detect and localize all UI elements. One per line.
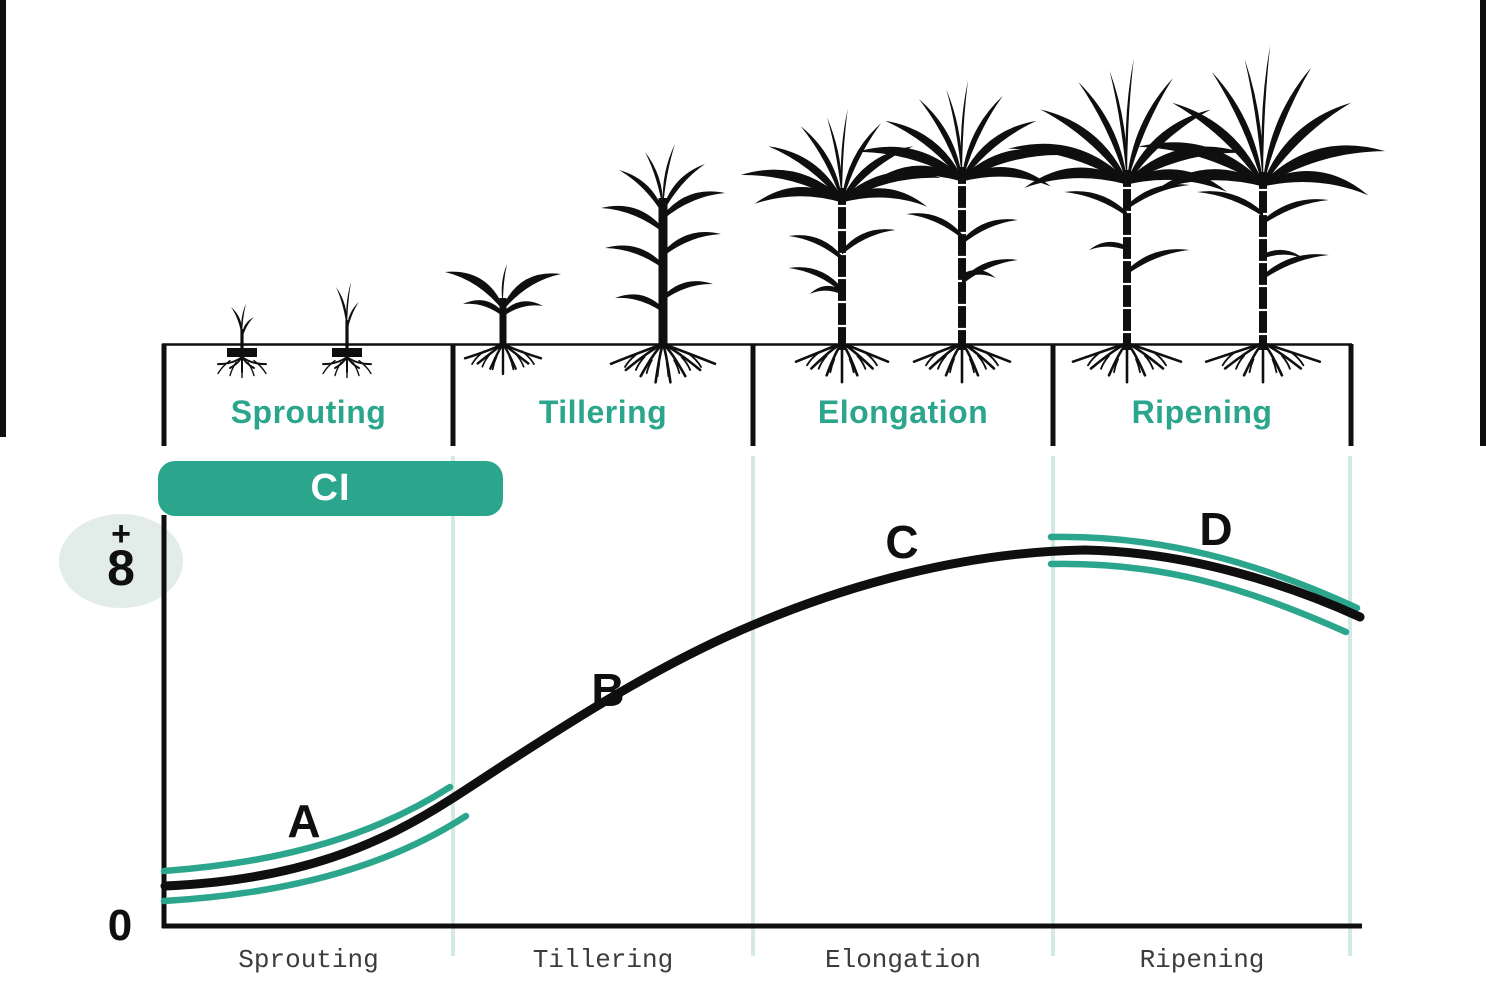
curve-segment-letter-d: D xyxy=(1199,503,1233,555)
chart-axes xyxy=(161,515,1362,929)
x-axis-label-tillering: Tillering xyxy=(532,945,674,975)
teal-accent-a-lower xyxy=(160,812,470,905)
tillering-plant-1-illustration xyxy=(445,264,561,376)
stage-gridlines xyxy=(451,456,1352,956)
y-axis-max-value: 8 xyxy=(107,540,135,596)
teal-accent-d-lower xyxy=(1047,560,1350,636)
sprouting-seedling-2-illustration xyxy=(322,282,372,379)
ci-badge: CI xyxy=(158,461,503,516)
y-axis-plus-sign: + xyxy=(111,515,131,553)
stage-label-sprouting: Sprouting xyxy=(230,394,387,430)
stage-label-ripening: Ripening xyxy=(1131,394,1273,430)
y-axis-origin-label: 0 xyxy=(107,901,133,950)
stage-label-tillering: Tillering xyxy=(538,394,668,430)
stage-label-elongation: Elongation xyxy=(817,394,989,430)
teal-accent-d-upper xyxy=(1047,533,1361,612)
curve-segment-letter-a: A xyxy=(287,795,321,847)
left-edge-bar xyxy=(0,0,6,437)
elongation-cane-2-illustration xyxy=(856,80,1066,384)
ci-badge-label: CI xyxy=(310,467,351,509)
ripening-cane-2-illustration xyxy=(1138,45,1386,384)
x-axis-label-elongation: Elongation xyxy=(824,945,982,975)
ripening-cane-1-illustration xyxy=(1008,58,1244,384)
right-edge-bar xyxy=(1480,0,1486,446)
teal-accent-a-upper xyxy=(160,783,454,875)
frame-edges xyxy=(0,0,1486,446)
sprouting-seedling-1-illustration xyxy=(217,303,267,379)
curve-segment-letter-c: C xyxy=(885,516,919,568)
plants-layer xyxy=(217,45,1386,384)
x-axis-label-sprouting: Sprouting xyxy=(238,945,379,975)
x-axis-label-ripening: Ripening xyxy=(1139,945,1265,975)
y-max-highlight-ellipse xyxy=(59,514,183,608)
stage-box xyxy=(161,343,1354,446)
y-axis-max-label: + 8 xyxy=(91,515,151,596)
growth-curve xyxy=(160,533,1365,905)
main-growth-curve xyxy=(160,545,1365,891)
curve-segment-letter-b: B xyxy=(591,664,625,716)
tillering-plant-2-illustration xyxy=(601,144,725,384)
